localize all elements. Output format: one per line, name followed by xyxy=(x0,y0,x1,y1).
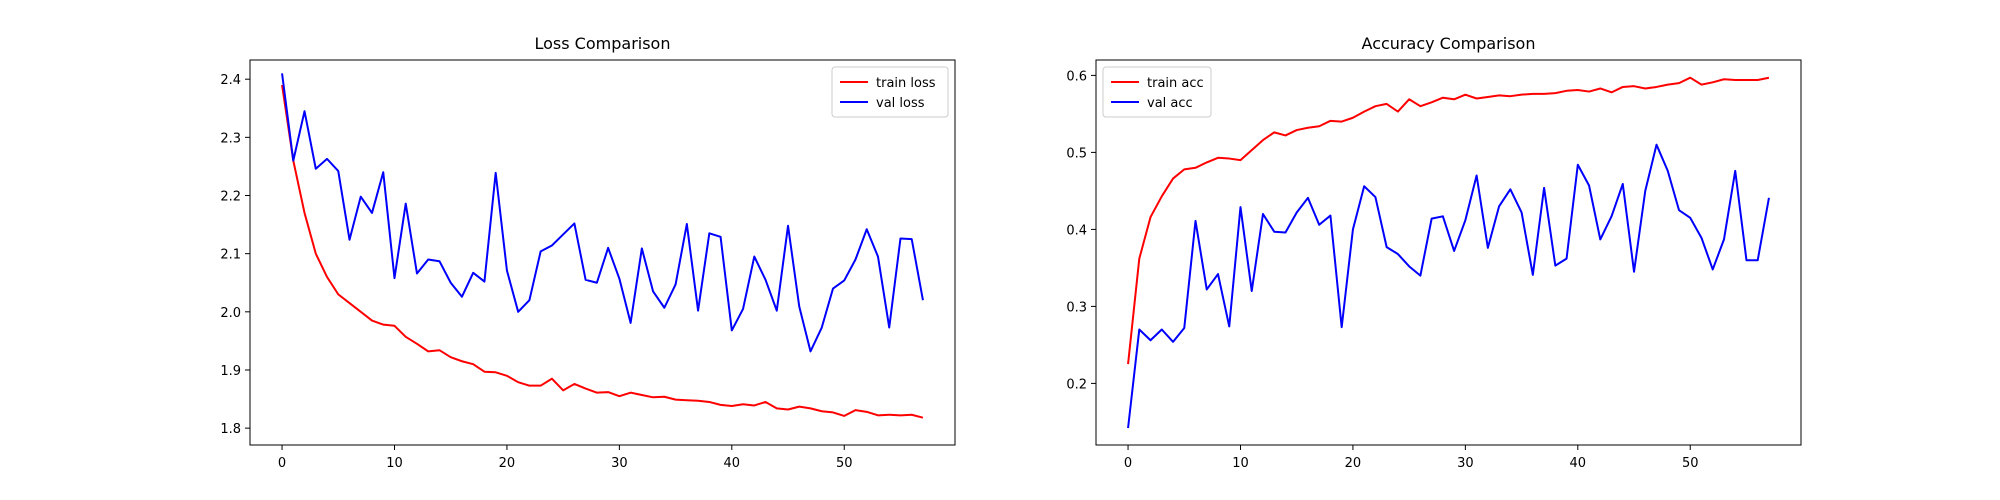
legend: train loss val loss xyxy=(831,66,949,118)
x-tick-label: 20 xyxy=(1345,456,1362,471)
y-tick-label: 2.3 xyxy=(220,131,241,146)
plot-area-frame xyxy=(1095,59,1802,446)
x-tick-label: 40 xyxy=(724,456,741,471)
val-loss-line xyxy=(281,73,924,353)
y-tick-label: 0.4 xyxy=(1066,223,1087,238)
x-tick-label: 50 xyxy=(1682,456,1699,471)
x-tick-label: 10 xyxy=(386,456,403,471)
y-axis-ticks: 1.8 1.9 2.0 2.1 2.2 2.3 2.4 xyxy=(220,73,250,437)
legend-box xyxy=(1102,66,1212,118)
x-axis-ticks: 0 10 20 30 40 50 xyxy=(278,445,853,471)
legend-label: val acc xyxy=(1147,96,1193,111)
chart-title: Loss Comparison xyxy=(535,34,671,53)
x-tick-label: 0 xyxy=(1124,456,1132,471)
y-tick-label: 2.1 xyxy=(220,248,241,263)
y-tick-label: 0.3 xyxy=(1066,300,1087,315)
series-lines xyxy=(281,73,924,419)
legend-label: train loss xyxy=(876,76,936,91)
val-acc-line xyxy=(1127,143,1770,429)
legend: train acc val acc xyxy=(1102,66,1212,118)
loss-chart: Loss Comparison 0 10 20 30 40 50 1.8 1.9 2.0 2.1 2.… xyxy=(220,34,956,471)
y-tick-label: 2.4 xyxy=(220,73,241,88)
x-tick-label: 0 xyxy=(278,456,286,471)
legend-label: train acc xyxy=(1147,76,1204,91)
legend-box xyxy=(831,66,949,118)
x-tick-label: 20 xyxy=(499,456,516,471)
y-tick-label: 2.2 xyxy=(220,190,241,205)
x-tick-label: 50 xyxy=(836,456,853,471)
y-axis-ticks: 0.2 0.3 0.4 0.5 0.6 xyxy=(1066,69,1096,392)
y-tick-label: 0.5 xyxy=(1066,146,1087,161)
y-tick-label: 2.0 xyxy=(220,306,241,321)
train-loss-line xyxy=(281,84,924,419)
y-tick-label: 0.6 xyxy=(1066,69,1087,84)
x-tick-label: 10 xyxy=(1232,456,1249,471)
x-tick-label: 30 xyxy=(1457,456,1474,471)
chart-title: Accuracy Comparison xyxy=(1362,34,1536,53)
plot-area-frame xyxy=(249,59,956,446)
x-axis-ticks: 0 10 20 30 40 50 xyxy=(1124,445,1699,471)
legend-label: val loss xyxy=(876,96,925,111)
y-tick-label: 1.9 xyxy=(220,364,241,379)
x-tick-label: 30 xyxy=(611,456,628,471)
y-tick-label: 0.2 xyxy=(1066,377,1087,392)
x-tick-label: 40 xyxy=(1570,456,1587,471)
series-lines xyxy=(1127,76,1770,429)
train-acc-line xyxy=(1127,76,1770,365)
y-tick-label: 1.8 xyxy=(220,422,241,437)
